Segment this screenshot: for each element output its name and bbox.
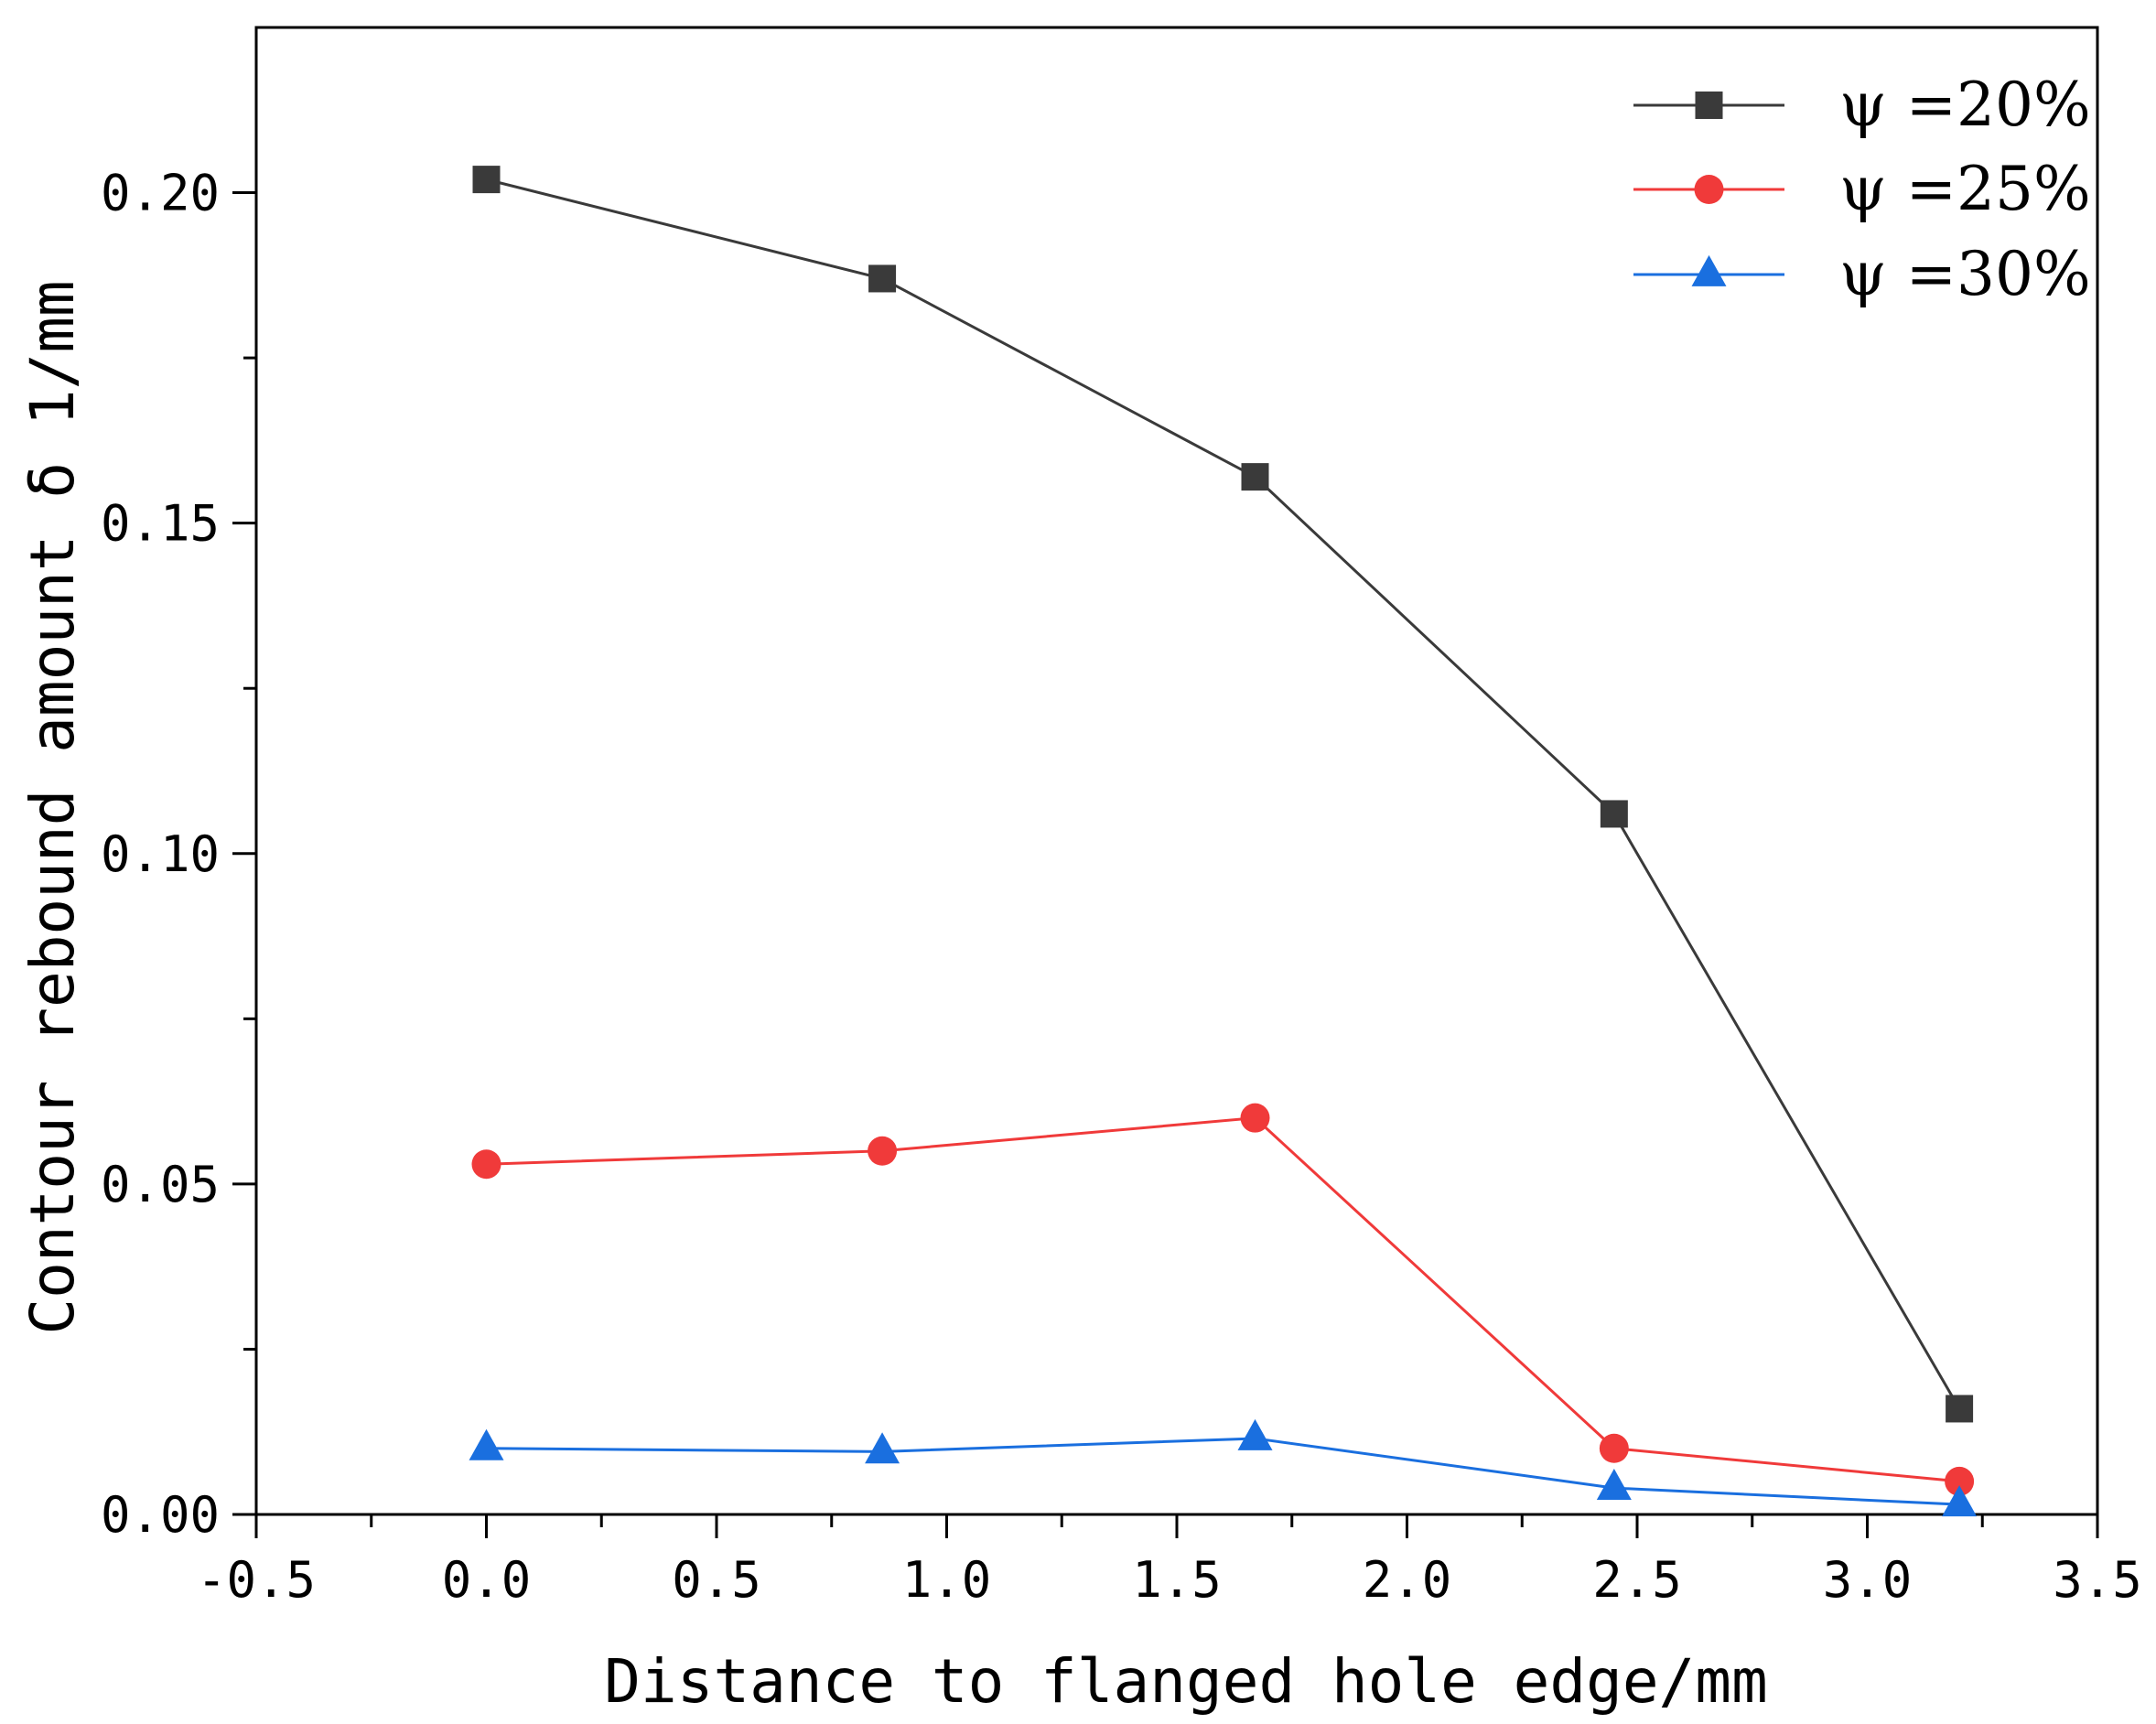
data-point — [472, 166, 501, 194]
x-tick-label: -0.5 — [197, 1551, 316, 1609]
data-point — [1240, 1103, 1270, 1133]
data-point — [1599, 1433, 1629, 1463]
data-point — [1946, 1395, 1974, 1423]
axes: -0.5 0.0 0.5 1.0 1.5 2.0 2.5 3.0 3.5 0.00 0.05 0.10… — [101, 26, 2142, 1609]
data-point — [1600, 800, 1628, 828]
legend-marker — [1695, 92, 1723, 119]
x-tick-label: 2.0 — [1363, 1551, 1452, 1609]
y-tick-label: 0.05 — [101, 1156, 220, 1213]
x-tick-label: 1.5 — [1132, 1551, 1222, 1609]
data-point — [868, 264, 897, 293]
legend-label: ψ =25% — [1839, 154, 2091, 224]
x-axis-title: Distance to flanged hole edge/mm — [604, 1646, 1768, 1717]
y-axis-title: Contour rebound amount δ 1/mm — [17, 280, 88, 1334]
x-tick-label: 3.0 — [1823, 1551, 1913, 1609]
legend-label: ψ =30% — [1839, 239, 2091, 309]
x-tick-label: 2.5 — [1592, 1551, 1682, 1609]
data-point — [865, 1432, 900, 1464]
series-layer — [469, 166, 1978, 1517]
x-tick-label: 0.5 — [672, 1551, 761, 1609]
series-2 — [471, 1103, 1975, 1496]
legend-entry: ψ =25% — [1633, 154, 2091, 224]
legend-label: ψ =20% — [1839, 70, 2091, 140]
series-line — [486, 178, 1961, 1410]
legend-entry: ψ =30% — [1633, 239, 2091, 309]
data-point — [471, 1149, 501, 1180]
legend: ψ =20% ψ =25% ψ =30% — [1633, 70, 2091, 309]
data-point — [1596, 1469, 1632, 1501]
x-tick-label: 3.5 — [2053, 1551, 2142, 1609]
legend-marker — [1691, 254, 1727, 286]
y-tick-label: 0.15 — [101, 495, 220, 553]
data-point — [1945, 1466, 1975, 1496]
plot-frame — [254, 26, 2099, 1516]
data-point — [1942, 1485, 1978, 1517]
y-tick-label: 0.20 — [101, 165, 220, 222]
data-point — [1237, 1418, 1273, 1450]
series-1 — [472, 166, 1974, 1423]
series-line — [486, 1116, 1960, 1483]
x-tick-label: 0.0 — [442, 1551, 532, 1609]
x-tick-label: 1.0 — [902, 1551, 992, 1609]
series-line — [486, 1437, 1960, 1506]
legend-marker — [1694, 175, 1724, 204]
y-tick-label: 0.10 — [101, 825, 220, 883]
y-tick-label: 0.00 — [101, 1486, 220, 1544]
legend-entry: ψ =20% — [1633, 70, 2091, 140]
series-3 — [469, 1418, 1978, 1517]
data-point — [1241, 463, 1269, 491]
data-point — [469, 1428, 504, 1460]
data-point — [868, 1136, 898, 1166]
